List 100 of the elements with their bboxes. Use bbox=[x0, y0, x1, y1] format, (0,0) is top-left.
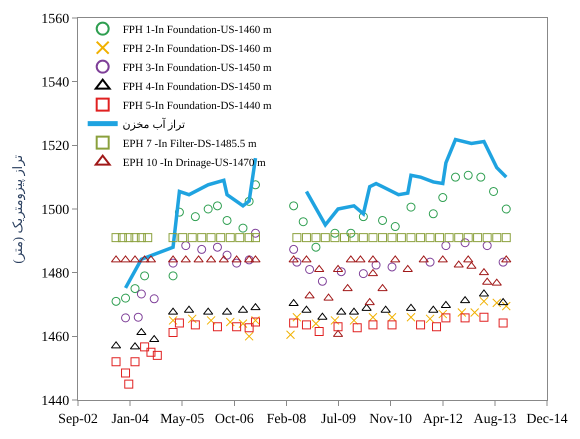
point bbox=[464, 170, 473, 180]
legend-label: FPH 2-In Foundation-DS-1460 m bbox=[122, 42, 272, 55]
point bbox=[244, 323, 254, 332]
point bbox=[492, 278, 502, 286]
point bbox=[435, 233, 444, 242]
x-tick-label: Dec-14 bbox=[526, 412, 568, 427]
point bbox=[174, 318, 184, 328]
point bbox=[232, 322, 242, 332]
point bbox=[188, 314, 197, 324]
point bbox=[349, 233, 358, 242]
point bbox=[444, 233, 454, 242]
point bbox=[121, 294, 130, 303]
point bbox=[197, 244, 206, 254]
point bbox=[244, 332, 254, 341]
point bbox=[388, 233, 397, 242]
point bbox=[314, 264, 324, 272]
x-tick-label: Feb-08 bbox=[266, 412, 306, 427]
point bbox=[406, 312, 416, 322]
point bbox=[416, 233, 426, 242]
point bbox=[216, 233, 226, 242]
legend-label: FPH 5-In Foundation-DS-1440 m bbox=[122, 100, 272, 112]
legend-label: FPH 4-In Foundation-DS-1450 m bbox=[122, 80, 272, 93]
point bbox=[140, 342, 150, 352]
x-tick-label: Jul-09 bbox=[321, 412, 356, 427]
point bbox=[368, 312, 378, 322]
point bbox=[130, 284, 140, 294]
point bbox=[390, 222, 400, 232]
point bbox=[311, 319, 320, 328]
point bbox=[124, 233, 134, 242]
y-tick-label: 1480 bbox=[41, 266, 70, 282]
point bbox=[406, 202, 416, 212]
point bbox=[244, 196, 254, 206]
point bbox=[289, 201, 298, 210]
point bbox=[438, 255, 448, 262]
point bbox=[418, 255, 429, 262]
point bbox=[190, 212, 200, 222]
point bbox=[168, 233, 178, 242]
point bbox=[388, 320, 397, 330]
point bbox=[188, 233, 197, 242]
point bbox=[476, 172, 486, 182]
point bbox=[250, 228, 260, 238]
point bbox=[464, 233, 473, 242]
point bbox=[441, 313, 450, 322]
point bbox=[121, 368, 130, 378]
x-tick-label: Aug-13 bbox=[474, 412, 516, 427]
x-tick-label: Jan-04 bbox=[111, 412, 149, 427]
point bbox=[212, 322, 222, 332]
point bbox=[334, 322, 343, 332]
point bbox=[112, 233, 121, 242]
point bbox=[226, 233, 235, 242]
point bbox=[432, 322, 442, 332]
point bbox=[457, 308, 466, 317]
point bbox=[118, 233, 127, 242]
point bbox=[136, 328, 146, 336]
point bbox=[206, 233, 216, 242]
point bbox=[463, 255, 474, 262]
point bbox=[292, 312, 302, 322]
point bbox=[402, 264, 413, 272]
point bbox=[498, 298, 508, 306]
point bbox=[204, 204, 213, 214]
point bbox=[388, 262, 397, 272]
point bbox=[372, 260, 381, 270]
point bbox=[336, 267, 346, 276]
point bbox=[346, 255, 356, 262]
point bbox=[502, 204, 511, 214]
point bbox=[416, 320, 426, 330]
point bbox=[235, 233, 244, 242]
point bbox=[286, 330, 296, 340]
point bbox=[150, 294, 159, 304]
point bbox=[438, 193, 448, 202]
point bbox=[140, 271, 150, 280]
point bbox=[121, 313, 130, 322]
point bbox=[130, 357, 140, 366]
point bbox=[489, 186, 498, 196]
point bbox=[482, 233, 492, 242]
point bbox=[298, 217, 308, 226]
point bbox=[168, 271, 178, 280]
x-tick-label: Oct-06 bbox=[214, 412, 254, 427]
legend-label: تراز آب مخزن bbox=[122, 118, 186, 131]
y-tick-label: 1520 bbox=[41, 139, 70, 154]
point bbox=[502, 302, 511, 311]
point bbox=[441, 241, 450, 250]
point bbox=[168, 258, 178, 268]
point bbox=[426, 233, 435, 242]
x-tick-label: Apr-12 bbox=[422, 412, 463, 427]
point bbox=[358, 233, 368, 242]
point bbox=[181, 241, 190, 250]
point bbox=[232, 255, 242, 262]
point bbox=[364, 298, 375, 306]
point bbox=[438, 310, 448, 319]
point bbox=[203, 308, 214, 315]
point bbox=[288, 299, 299, 306]
point bbox=[428, 306, 438, 313]
y-tick-label: 1540 bbox=[41, 76, 70, 91]
point bbox=[426, 258, 435, 267]
point bbox=[426, 314, 435, 324]
point bbox=[336, 308, 346, 315]
point bbox=[197, 233, 206, 242]
point bbox=[358, 269, 368, 278]
point bbox=[428, 209, 438, 218]
